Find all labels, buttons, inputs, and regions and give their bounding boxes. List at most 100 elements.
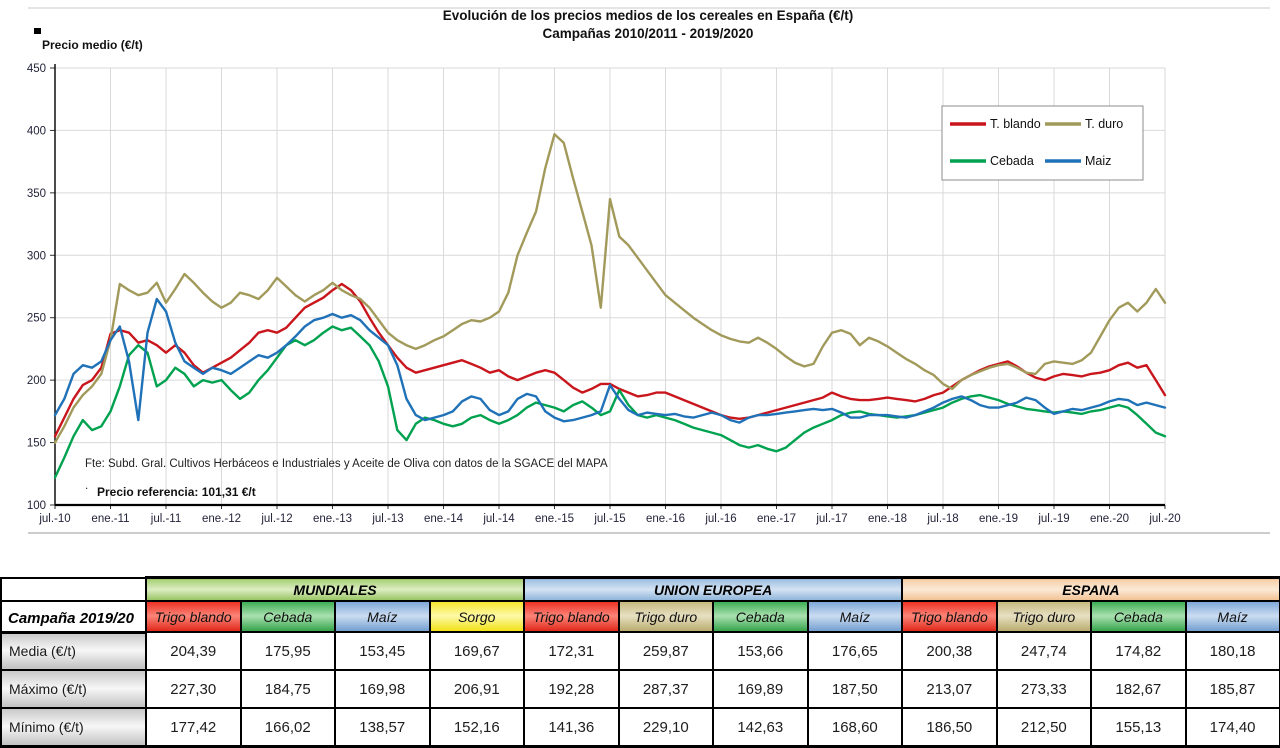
- value-cell: 213,07: [901, 669, 998, 709]
- dot-note: .: [85, 480, 88, 492]
- x-axis-label: ene.-13: [313, 513, 352, 525]
- column-header-espana-trigo-blando: Trigo blando: [901, 600, 998, 633]
- legend-label-maiz: Maiz: [1085, 154, 1111, 168]
- x-axis-label: jul.-16: [704, 513, 736, 525]
- legend-label-t-blando: T. blando: [990, 117, 1041, 131]
- value-cell: 187,50: [806, 669, 904, 709]
- value-cell: 176,65: [806, 631, 904, 671]
- value-cell: 169,89: [712, 669, 809, 709]
- x-axis-label: ene.-14: [424, 513, 464, 525]
- object-anchor-handle: [34, 28, 41, 34]
- value-cell: 180,18: [1184, 631, 1280, 671]
- column-header-mundiales-cebada: Cebada: [239, 600, 336, 633]
- column-header-union-europea-ma-z: Maíz: [806, 600, 904, 633]
- x-axis-label: ene.-16: [646, 513, 685, 525]
- value-cell: 141,36: [523, 707, 620, 748]
- y-axis-label: 450: [27, 63, 46, 75]
- column-header-espana-cebada: Cebada: [1090, 600, 1187, 633]
- value-cell: 259,87: [617, 631, 715, 671]
- x-axis-label: ene.-17: [757, 513, 796, 525]
- row-label-media-t-: Media (€/t): [0, 630, 147, 671]
- group-header-union-europea: UNION EUROPEA: [523, 576, 904, 602]
- value-cell: 227,30: [145, 669, 242, 709]
- column-header-mundiales-sorgo: Sorgo: [428, 600, 526, 633]
- value-cell: 169,98: [334, 669, 431, 709]
- chart-canvas: Evolución de los precios medios de los c…: [27, 7, 1270, 534]
- value-cell: 153,45: [334, 631, 431, 671]
- series-line-cebada: [53, 325, 1167, 479]
- column-header-union-europea-trigo-blando: Trigo blando: [523, 600, 620, 633]
- table-corner-spacer: [0, 576, 147, 602]
- x-axis-label: jul.-13: [371, 513, 403, 525]
- y-axis-label: 250: [27, 313, 46, 325]
- value-cell: 206,91: [428, 669, 526, 709]
- value-cell: 175,95: [239, 631, 336, 671]
- reference-price-note: Precio referencia: 101,31 €/t: [97, 485, 256, 499]
- value-cell: 185,87: [1184, 669, 1280, 709]
- value-cell: 169,67: [428, 631, 526, 671]
- legend-box: [941, 105, 1144, 181]
- y-axis-label: 350: [27, 188, 46, 200]
- x-axis-label: jul.-20: [1148, 513, 1180, 525]
- chart-title: Evolución de los precios medios de los c…: [443, 8, 853, 23]
- campaign-summary-table-wrap: MUNDIALES UNION EUROPEA ESPANA Campaña 2019…: [0, 576, 1280, 748]
- x-axis-label: ene.-19: [979, 513, 1018, 525]
- value-cell: 155,13: [1090, 707, 1187, 748]
- x-axis-label: jul.-14: [482, 513, 515, 525]
- y-axis-label: 200: [27, 375, 46, 387]
- x-axis-label: jul.-11: [150, 513, 181, 525]
- value-cell: 142,63: [712, 707, 809, 748]
- column-header-mundiales-ma-z: Maíz: [334, 600, 431, 633]
- value-cell: 192,28: [523, 669, 620, 709]
- y-axis-label: 400: [27, 125, 46, 137]
- x-axis-label: jul.-12: [260, 513, 292, 525]
- campaign-summary-table: MUNDIALES UNION EUROPEA ESPANA Campaña 2019…: [0, 576, 1280, 748]
- y-axis-label: 100: [27, 500, 46, 512]
- x-axis-label: jul.-15: [593, 513, 625, 525]
- value-cell: 186,50: [901, 707, 998, 748]
- value-cell: 174,40: [1184, 707, 1280, 748]
- y-axis-label: 150: [27, 438, 46, 450]
- row-label-m-nimo-t-: Mínimo (€/t): [0, 707, 147, 748]
- campaign-corner-label: Campaña 2019/20: [0, 600, 147, 633]
- value-cell: 153,66: [712, 631, 809, 671]
- row-label-m-ximo-t-: Máximo (€/t): [0, 669, 147, 709]
- value-cell: 247,74: [995, 631, 1093, 671]
- column-header-espana-ma-z: Maíz: [1184, 600, 1280, 633]
- x-axis-label: ene.-18: [868, 513, 907, 525]
- value-cell: 168,60: [806, 707, 904, 748]
- series-line-t-duro: [53, 132, 1167, 444]
- column-header-mundiales-trigo-blando: Trigo blando: [145, 600, 242, 633]
- x-axis-label: ene.-20: [1090, 513, 1129, 525]
- x-axis-label: ene.-11: [91, 513, 129, 525]
- value-cell: 204,39: [145, 631, 242, 671]
- source-note: Fte: Subd. Gral. Cultivos Herbáceos e In…: [85, 458, 608, 470]
- value-cell: 177,42: [145, 707, 242, 748]
- x-axis-label: jul.-10: [38, 513, 70, 525]
- value-cell: 287,37: [617, 669, 715, 709]
- group-header-espana: ESPANA: [901, 576, 1280, 602]
- price-evolution-chart: Evolución de los precios medios de los c…: [27, 7, 1270, 534]
- column-header-union-europea-trigo-duro: Trigo duro: [617, 600, 715, 633]
- value-cell: 212,50: [995, 707, 1093, 748]
- x-axis-label: ene.-15: [535, 513, 574, 525]
- legend-label-cebada: Cebada: [990, 154, 1034, 168]
- group-header-mundiales: MUNDIALES: [144, 576, 526, 602]
- x-axis-label: jul.-19: [1037, 513, 1069, 525]
- value-cell: 174,82: [1090, 631, 1187, 671]
- series-line-ma-z: [53, 297, 1167, 424]
- column-header-union-europea-cebada: Cebada: [712, 600, 809, 633]
- chart-subtitle: Campañas 2010/2011 - 2019/2020: [543, 26, 754, 41]
- x-axis-label: jul.-17: [815, 513, 847, 525]
- column-header-espana-trigo-duro: Trigo duro: [995, 600, 1093, 633]
- x-axis-label: jul.-18: [926, 513, 958, 525]
- value-cell: 182,67: [1090, 669, 1187, 709]
- value-cell: 166,02: [239, 707, 336, 748]
- value-cell: 138,57: [334, 707, 431, 748]
- value-cell: 184,75: [239, 669, 336, 709]
- x-axis-label: ene.-12: [202, 513, 241, 525]
- legend-label-t-duro: T. duro: [1085, 117, 1123, 131]
- y-axis-title: Precio medio (€/t): [42, 38, 143, 52]
- value-cell: 152,16: [428, 707, 526, 748]
